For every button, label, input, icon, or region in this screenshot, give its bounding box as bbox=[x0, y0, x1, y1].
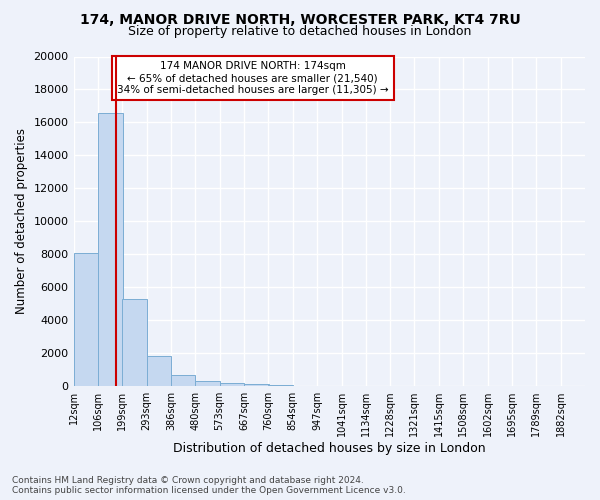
Bar bbox=[171, 374, 196, 386]
Bar bbox=[244, 384, 269, 386]
Text: 174 MANOR DRIVE NORTH: 174sqm
← 65% of detached houses are smaller (21,540)
34% : 174 MANOR DRIVE NORTH: 174sqm ← 65% of d… bbox=[117, 62, 388, 94]
X-axis label: Distribution of detached houses by size in London: Distribution of detached houses by size … bbox=[173, 442, 485, 455]
Text: 174, MANOR DRIVE NORTH, WORCESTER PARK, KT4 7RU: 174, MANOR DRIVE NORTH, WORCESTER PARK, … bbox=[80, 12, 520, 26]
Bar bbox=[268, 385, 293, 386]
Text: Contains HM Land Registry data © Crown copyright and database right 2024.
Contai: Contains HM Land Registry data © Crown c… bbox=[12, 476, 406, 495]
Y-axis label: Number of detached properties: Number of detached properties bbox=[15, 128, 28, 314]
Bar bbox=[147, 356, 171, 386]
Bar bbox=[98, 112, 122, 386]
Bar bbox=[196, 382, 220, 386]
Text: Size of property relative to detached houses in London: Size of property relative to detached ho… bbox=[128, 25, 472, 38]
Bar bbox=[122, 298, 147, 386]
Bar bbox=[220, 383, 244, 386]
Bar bbox=[74, 252, 98, 386]
